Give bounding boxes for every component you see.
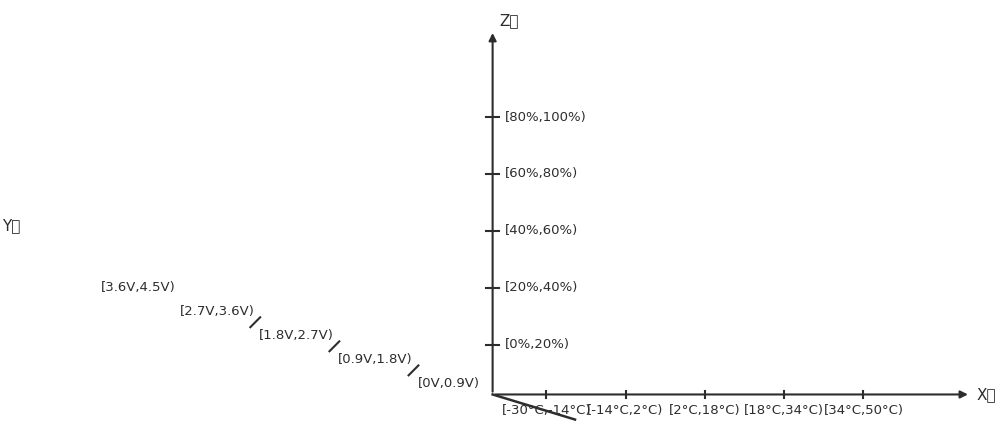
Text: Z轴: Z轴 — [499, 13, 518, 28]
Text: X轴: X轴 — [976, 387, 996, 402]
Text: [-30°C,-14°C): [-30°C,-14°C) — [501, 404, 591, 416]
Text: [40%,60%): [40%,60%) — [505, 225, 578, 237]
Text: [0%,20%): [0%,20%) — [505, 338, 570, 351]
Text: [-14°C,2°C): [-14°C,2°C) — [587, 404, 664, 416]
Text: Y轴: Y轴 — [2, 218, 20, 233]
Text: [3.6V,4.5V): [3.6V,4.5V) — [101, 281, 176, 293]
Text: [80%,100%): [80%,100%) — [505, 110, 587, 124]
Text: [0.9V,1.8V): [0.9V,1.8V) — [338, 353, 413, 366]
Text: [1.8V,2.7V): [1.8V,2.7V) — [259, 329, 334, 342]
Text: [0V,0.9V): [0V,0.9V) — [417, 377, 479, 390]
Text: [60%,80%): [60%,80%) — [505, 168, 578, 180]
Text: [20%,40%): [20%,40%) — [505, 281, 579, 294]
Text: [2.7V,3.6V): [2.7V,3.6V) — [180, 305, 255, 318]
Text: [34°C,50°C): [34°C,50°C) — [823, 404, 903, 416]
Text: [2°C,18°C): [2°C,18°C) — [669, 404, 741, 416]
Text: [18°C,34°C): [18°C,34°C) — [744, 404, 824, 416]
